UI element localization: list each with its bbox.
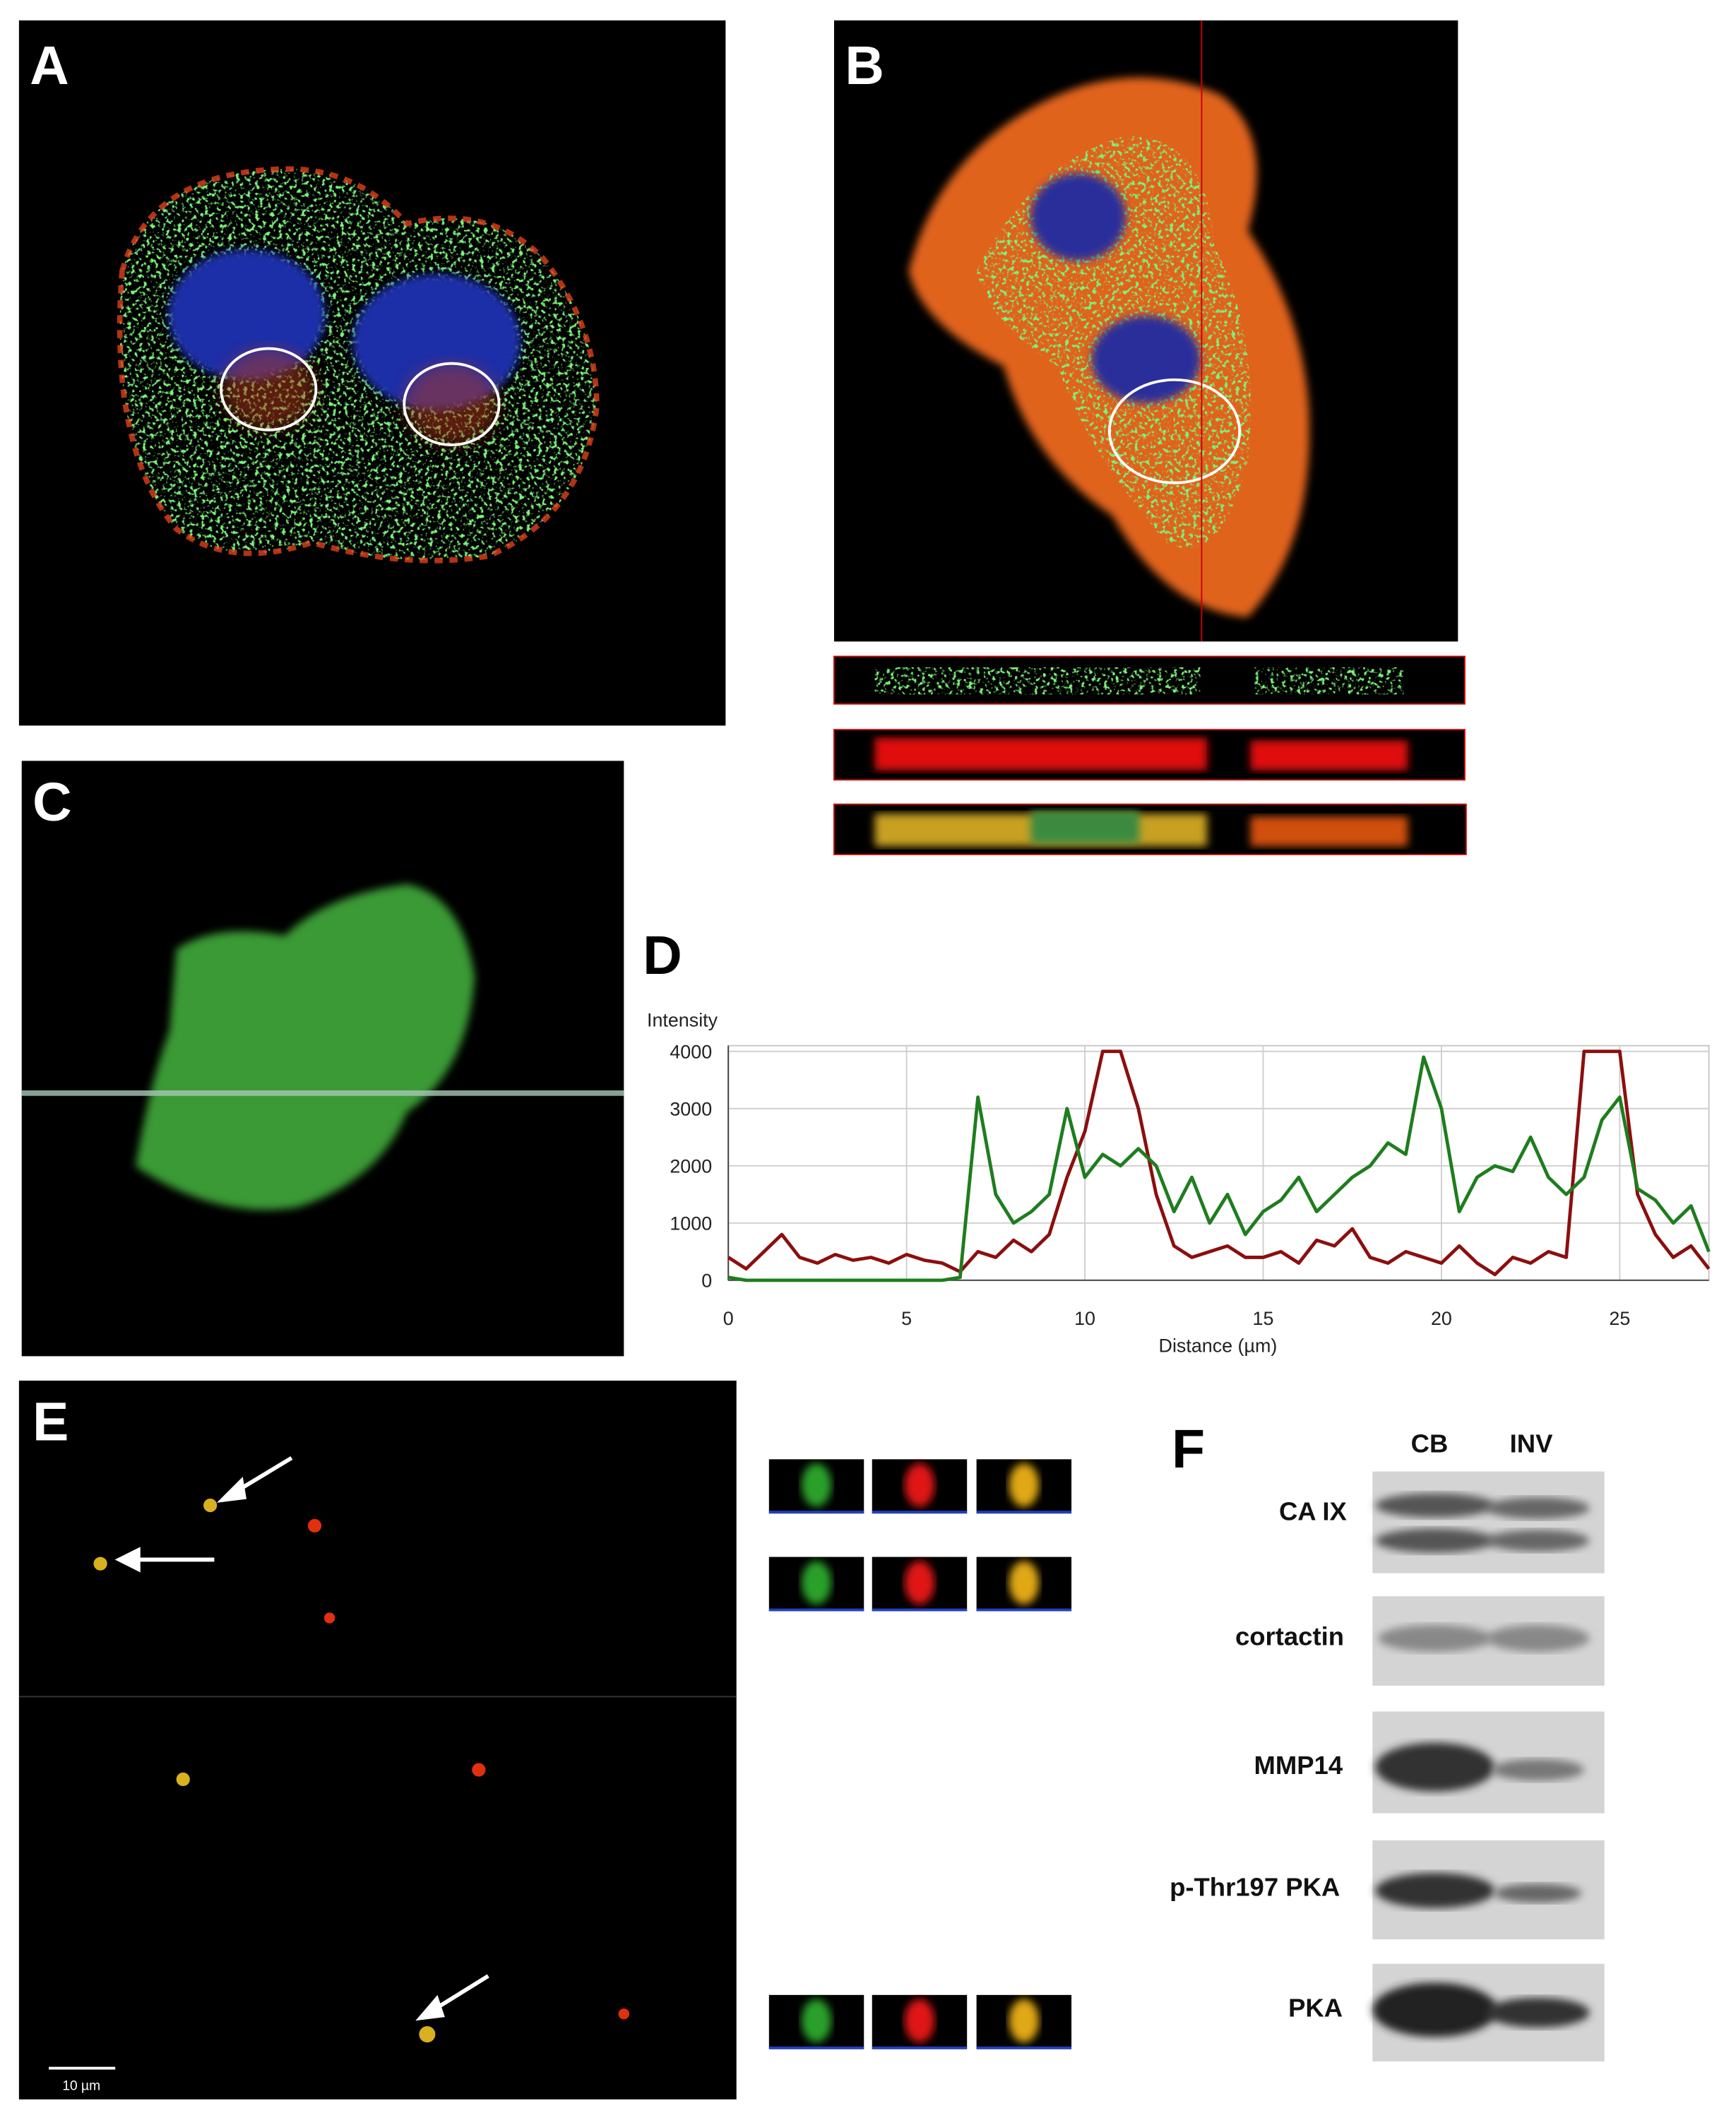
y-tick-label: 2000: [670, 1155, 712, 1177]
panel-f-blot: [1372, 1471, 1605, 2061]
y-tick-label: 1000: [670, 1213, 712, 1234]
thumbnail-signal: [904, 1463, 935, 1507]
panel-e-thumbnails: [768, 1459, 1072, 2049]
y-axis-label: Intensity: [647, 1010, 718, 1031]
panel-label: A: [30, 35, 69, 96]
x-tick-label: 5: [901, 1308, 912, 1329]
x-axis-label: Distance (µm): [1159, 1335, 1278, 1357]
protein-label: PKA: [1288, 1994, 1343, 2023]
protein-label: p-Thr197 PKA: [1170, 1873, 1340, 1902]
thumbnail-signal: [801, 1999, 832, 2043]
thumbnail-signal: [904, 1999, 935, 2043]
plot-area: [727, 1044, 1710, 1281]
data-line: [727, 1055, 1711, 1282]
thumbnail-signal: [1009, 1999, 1039, 2043]
panel-c-image: [21, 761, 624, 1357]
thumbnail-signal: [1009, 1561, 1039, 1605]
thumbnail-signal: [801, 1561, 832, 1605]
x-tick-label: 25: [1609, 1308, 1630, 1329]
panel-label: B: [845, 35, 884, 96]
x-tick-label: 20: [1431, 1308, 1452, 1329]
thumbnail-signal: [1009, 1463, 1039, 1507]
y-tick-label: 0: [701, 1270, 712, 1291]
panel-label: F: [1172, 1419, 1205, 1480]
x-tick-label: 0: [723, 1308, 734, 1329]
panel-e-image: [18, 1380, 737, 2100]
panel-label: C: [32, 772, 71, 833]
data-line: [727, 1049, 1711, 1277]
x-tick-label: 10: [1074, 1308, 1095, 1329]
protein-label: cortactin: [1235, 1621, 1344, 1650]
panel-label: D: [643, 925, 682, 986]
y-tick-label: 4000: [670, 1041, 712, 1062]
x-tick-label: 15: [1253, 1308, 1274, 1329]
protein-label: MMP14: [1254, 1751, 1343, 1780]
lane-label: CB: [1411, 1429, 1449, 1458]
protein-label: CA IX: [1279, 1497, 1347, 1526]
lane-label: INV: [1510, 1429, 1553, 1458]
thumbnail-signal: [801, 1463, 832, 1507]
panel-b-image: [833, 20, 1467, 855]
scale-bar-label: 10 µm: [62, 2078, 100, 2093]
panel-label: E: [32, 1391, 69, 1452]
y-tick-label: 3000: [670, 1098, 712, 1119]
panel-a-image: [18, 20, 726, 726]
line-chart: 0 1000 2000 3000 4000 0 5 10 15 20 25: [670, 1041, 1711, 1329]
thumbnail-signal: [904, 1561, 935, 1605]
